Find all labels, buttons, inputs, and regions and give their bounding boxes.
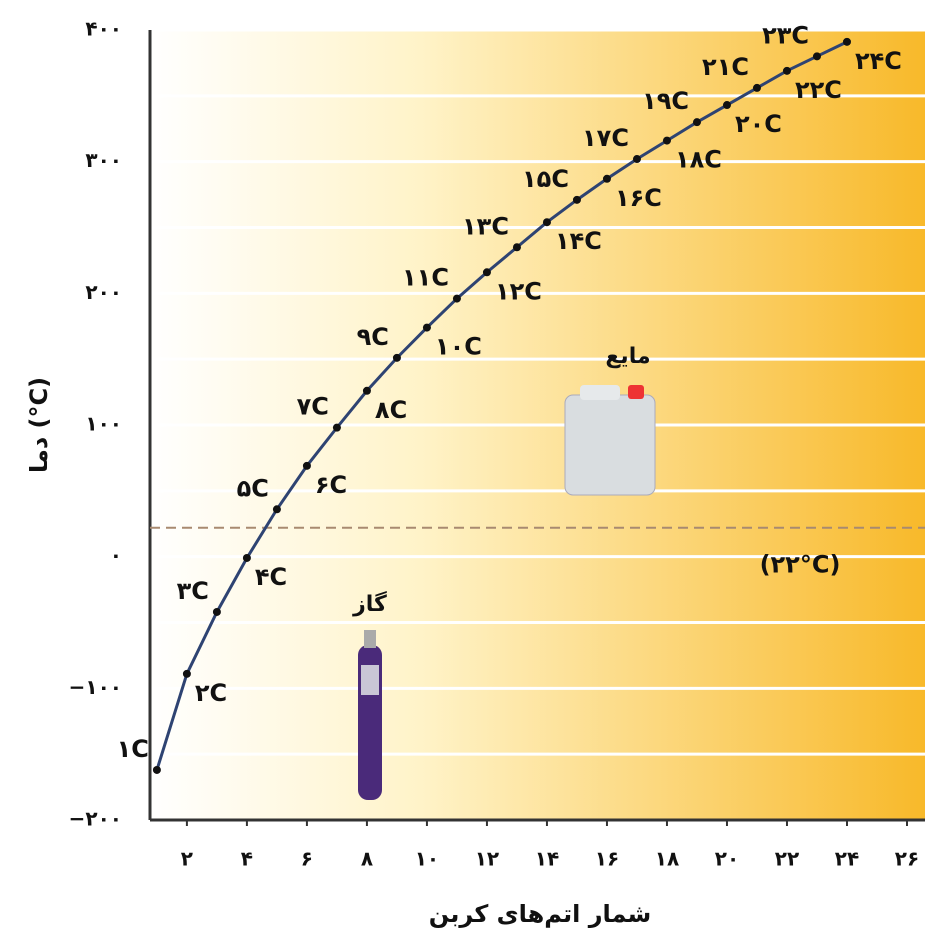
data-point	[273, 505, 281, 513]
data-point	[453, 295, 461, 303]
point-label: ۲۳C	[762, 21, 809, 49]
x-tick-label: ۲	[181, 847, 193, 871]
chart: مایع گاز دما (°C) شمار اتم‌های کربن −۲۰۰…	[0, 0, 928, 938]
data-point	[303, 462, 311, 470]
x-tick-label: ۲۴	[835, 847, 859, 871]
x-tick-label: ۲۰	[715, 847, 739, 871]
data-point	[783, 67, 791, 75]
data-point	[483, 268, 491, 276]
x-tick-label: ۶	[301, 847, 313, 871]
point-label: ۱C	[117, 735, 149, 763]
x-tick-label: ۲۶	[895, 847, 919, 871]
point-label: ۶C	[315, 471, 347, 499]
x-tick-label: ۱۴	[535, 847, 559, 871]
y-axis-label: دما (°C)	[25, 377, 53, 473]
y-tick-label: ۲۰۰	[85, 280, 122, 304]
x-tick-label: ۱۸	[655, 847, 679, 871]
data-point	[693, 118, 701, 126]
data-point	[423, 324, 431, 332]
point-label: ۲۰C	[735, 110, 782, 138]
x-tick-label: ۱۶	[595, 847, 619, 871]
data-point	[813, 52, 821, 60]
data-point	[603, 175, 611, 183]
gas-cylinder-icon	[358, 630, 382, 800]
point-label: ۲۴C	[855, 47, 902, 75]
point-label: ۸C	[375, 396, 407, 424]
data-point	[243, 554, 251, 562]
point-label: ۱۳C	[462, 212, 509, 240]
point-label: ۲C	[195, 679, 227, 707]
point-label: ۱۹C	[642, 87, 689, 115]
data-point	[633, 155, 641, 163]
data-point	[393, 354, 401, 362]
y-tick-label: ۰	[110, 543, 122, 567]
x-tick-label: ۴	[241, 847, 253, 871]
point-label: ۵C	[237, 474, 269, 502]
data-point	[513, 243, 521, 251]
x-tick-label: ۱۰	[415, 847, 439, 871]
point-label: ۱۰C	[435, 333, 482, 361]
data-point	[183, 670, 191, 678]
y-tick-label: ۳۰۰	[85, 148, 122, 172]
canister-icon	[565, 385, 655, 495]
data-point	[663, 137, 671, 145]
x-tick-label: ۱۲	[475, 847, 499, 871]
point-label: ۱۵C	[522, 165, 569, 193]
point-label: ۱۷C	[582, 124, 629, 152]
data-point	[333, 424, 341, 432]
data-point	[153, 766, 161, 774]
data-point	[213, 608, 221, 616]
y-tick-label: ۱۰۰	[85, 412, 122, 436]
y-tick-label: −۲۰۰	[69, 807, 122, 831]
x-tick-label: ۲۲	[775, 847, 799, 871]
data-point	[573, 196, 581, 204]
point-label: ۱۲C	[495, 277, 542, 305]
annotation: گاز	[352, 590, 387, 617]
point-label: ۱۶C	[615, 184, 662, 212]
point-label: ۷C	[297, 393, 329, 421]
data-point	[723, 101, 731, 109]
data-point	[843, 38, 851, 46]
point-label: ۱۱C	[402, 264, 449, 292]
data-point	[363, 387, 371, 395]
y-tick-label: −۱۰۰	[69, 675, 122, 699]
reference-label: (۲۲°C)	[760, 551, 841, 579]
point-label: ۱۸C	[675, 146, 722, 174]
annotation: مایع	[605, 344, 650, 369]
point-label: ۹C	[357, 323, 389, 351]
point-label: ۱۴C	[555, 227, 602, 255]
x-axis-label: شمار اتم‌های کربن	[429, 900, 651, 928]
data-point	[543, 218, 551, 226]
data-point	[753, 84, 761, 92]
point-label: ۲۱C	[702, 53, 749, 81]
x-tick-label: ۸	[361, 847, 373, 871]
y-tick-label: ۴۰۰	[85, 17, 122, 41]
point-label: ۳C	[177, 577, 209, 605]
point-label: ۴C	[255, 563, 287, 591]
point-label: ۲۲C	[795, 76, 842, 104]
